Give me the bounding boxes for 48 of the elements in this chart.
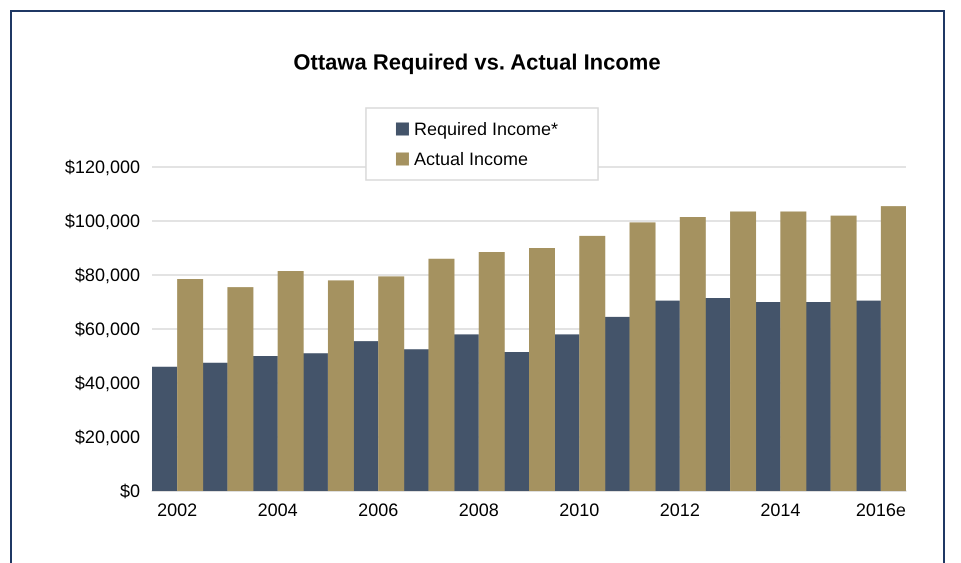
- x-tick-label: 2016e: [856, 500, 906, 520]
- bar: [428, 258, 454, 491]
- y-tick-label: $0: [120, 481, 140, 501]
- bar: [704, 298, 730, 491]
- bar: [804, 302, 831, 491]
- bar: [227, 287, 254, 491]
- x-tick-label: 2014: [760, 500, 800, 520]
- bar: [177, 279, 204, 491]
- bar: [579, 236, 606, 491]
- y-tick-label: $60,000: [74, 319, 140, 339]
- bar: [452, 334, 479, 491]
- y-tick-label: $20,000: [74, 427, 140, 447]
- bar: [880, 206, 906, 491]
- bar: [529, 248, 555, 491]
- x-tick-label: 2006: [358, 500, 398, 520]
- bar: [352, 341, 378, 491]
- bar: [730, 212, 756, 491]
- bar: [830, 216, 857, 491]
- bar: [478, 252, 505, 491]
- x-tick-label: 2008: [458, 500, 499, 520]
- bar: [378, 276, 404, 491]
- bar: [503, 352, 529, 491]
- bar: [604, 316, 630, 491]
- x-tick-label: 2010: [559, 500, 600, 520]
- bar: [278, 270, 304, 491]
- bar: [553, 334, 580, 491]
- bar: [854, 300, 881, 491]
- bar: [152, 366, 178, 491]
- bar: [780, 212, 806, 491]
- legend-label: Required Income*: [414, 119, 558, 139]
- y-tick-label: $80,000: [74, 265, 140, 285]
- bar: [201, 362, 228, 491]
- bar: [630, 222, 656, 491]
- y-tick-label: $40,000: [74, 373, 140, 393]
- x-tick-label: 2012: [660, 500, 700, 520]
- bar: [328, 280, 354, 491]
- bar: [302, 353, 328, 491]
- bar: [402, 349, 428, 491]
- bar: [680, 216, 706, 491]
- x-tick-label: 2004: [258, 500, 298, 520]
- bar: [252, 356, 278, 491]
- legend-label: Actual Income: [414, 149, 528, 169]
- chart-title: Ottawa Required vs. Actual Income: [293, 50, 661, 74]
- y-tick-label: $100,000: [64, 211, 140, 231]
- x-tick-label: 2002: [157, 500, 198, 520]
- y-tick-label: $120,000: [64, 157, 140, 177]
- bar: [654, 300, 680, 491]
- bar: [754, 302, 780, 491]
